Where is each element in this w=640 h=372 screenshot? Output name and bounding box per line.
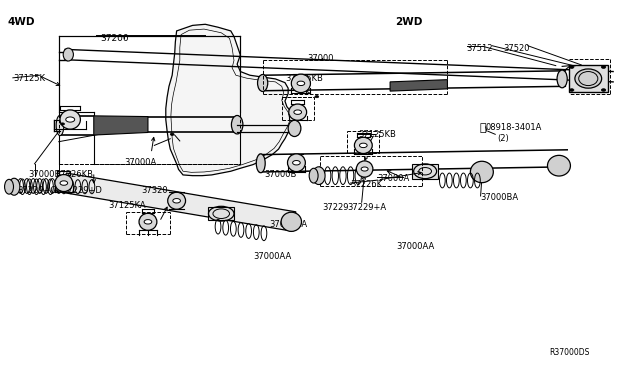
Text: 37125KB: 37125KB	[285, 74, 323, 83]
Text: 37125K: 37125K	[13, 74, 45, 83]
Text: 37000: 37000	[307, 54, 333, 63]
Ellipse shape	[356, 161, 373, 177]
Ellipse shape	[297, 81, 305, 86]
Polygon shape	[58, 173, 296, 230]
Text: 37125KA: 37125KA	[108, 201, 146, 210]
Text: 2WD: 2WD	[395, 17, 422, 27]
Text: 37229: 37229	[322, 202, 348, 212]
Polygon shape	[94, 116, 148, 135]
Ellipse shape	[291, 74, 310, 93]
Ellipse shape	[570, 89, 574, 91]
Ellipse shape	[60, 110, 81, 129]
Text: 37512: 37512	[467, 44, 493, 53]
Polygon shape	[390, 80, 447, 91]
Text: 37000B: 37000B	[28, 170, 61, 179]
Text: 37125KB: 37125KB	[358, 130, 396, 139]
Text: 08918-3401A: 08918-3401A	[486, 123, 542, 132]
Ellipse shape	[294, 110, 301, 114]
Ellipse shape	[315, 96, 319, 98]
Ellipse shape	[257, 74, 268, 92]
Text: 37000B: 37000B	[264, 170, 297, 179]
Ellipse shape	[361, 167, 368, 171]
Ellipse shape	[170, 133, 174, 135]
Ellipse shape	[4, 179, 13, 194]
Ellipse shape	[63, 48, 74, 61]
Ellipse shape	[602, 89, 606, 91]
Text: 37229+C: 37229+C	[17, 186, 56, 195]
Text: (2): (2)	[497, 134, 509, 143]
Ellipse shape	[470, 161, 493, 183]
Ellipse shape	[575, 69, 602, 88]
Ellipse shape	[309, 168, 318, 183]
Ellipse shape	[547, 155, 570, 176]
Ellipse shape	[570, 66, 574, 68]
Ellipse shape	[288, 120, 301, 137]
Text: 37000BA: 37000BA	[269, 220, 307, 229]
Ellipse shape	[312, 167, 325, 185]
Bar	[568, 65, 608, 92]
Polygon shape	[166, 24, 294, 176]
Ellipse shape	[602, 66, 606, 68]
Ellipse shape	[56, 115, 64, 136]
Ellipse shape	[289, 104, 307, 120]
Text: 37229+A: 37229+A	[348, 202, 387, 212]
Ellipse shape	[281, 212, 301, 231]
Text: 37200: 37200	[100, 34, 129, 43]
Ellipse shape	[360, 143, 367, 148]
Text: 37229+D: 37229+D	[62, 186, 102, 195]
Ellipse shape	[287, 154, 305, 171]
Ellipse shape	[66, 117, 75, 122]
Ellipse shape	[256, 154, 265, 173]
Ellipse shape	[8, 178, 20, 195]
Text: 37320: 37320	[141, 186, 168, 195]
Text: R37000DS: R37000DS	[549, 349, 590, 357]
Ellipse shape	[60, 181, 68, 185]
Ellipse shape	[139, 213, 157, 230]
Ellipse shape	[61, 123, 65, 125]
Text: 37520: 37520	[504, 44, 530, 53]
Text: 37226KB: 37226KB	[56, 170, 93, 179]
Text: 37000AA: 37000AA	[396, 243, 435, 251]
Text: 37000A: 37000A	[124, 157, 157, 167]
Text: 37000A: 37000A	[378, 174, 410, 183]
Text: Ⓝ: Ⓝ	[480, 123, 486, 133]
Ellipse shape	[144, 219, 152, 224]
Ellipse shape	[173, 199, 180, 203]
Bar	[412, 164, 438, 179]
Ellipse shape	[55, 174, 73, 192]
Ellipse shape	[557, 70, 567, 88]
Ellipse shape	[168, 192, 186, 209]
Ellipse shape	[292, 161, 300, 165]
Text: 37226K: 37226K	[351, 180, 383, 189]
Text: 37000AA: 37000AA	[253, 251, 291, 261]
Text: 4WD: 4WD	[8, 17, 35, 27]
Ellipse shape	[355, 137, 372, 154]
Text: 37000BA: 37000BA	[481, 193, 518, 202]
Bar	[209, 208, 234, 220]
Ellipse shape	[232, 115, 243, 134]
